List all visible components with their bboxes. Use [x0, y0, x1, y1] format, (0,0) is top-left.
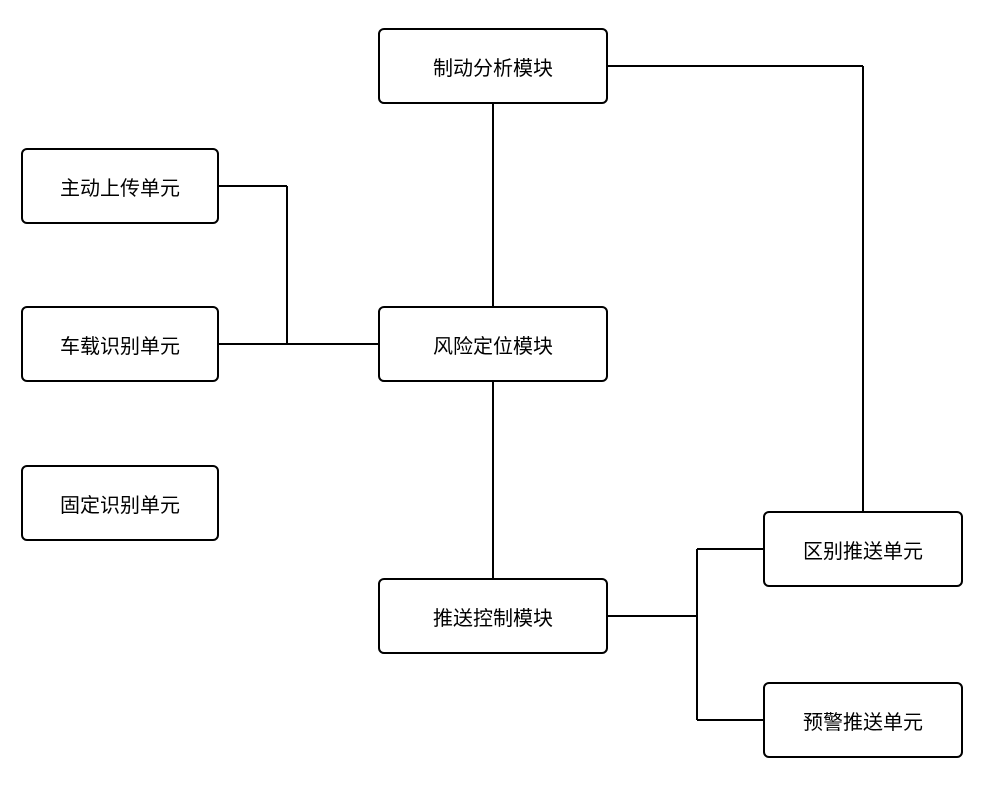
- node-label: 车载识别单元: [60, 330, 180, 359]
- node-label: 制动分析模块: [433, 52, 553, 81]
- node-braking-analysis: 制动分析模块: [378, 28, 608, 104]
- node-label: 固定识别单元: [60, 489, 180, 518]
- node-active-upload: 主动上传单元: [21, 148, 219, 224]
- node-risk-positioning: 风险定位模块: [378, 306, 608, 382]
- node-vehicle-recognition: 车载识别单元: [21, 306, 219, 382]
- edges-layer: [0, 0, 1000, 789]
- node-label: 推送控制模块: [433, 602, 553, 631]
- node-label: 预警推送单元: [803, 706, 923, 735]
- node-push-control: 推送控制模块: [378, 578, 608, 654]
- node-warning-push: 预警推送单元: [763, 682, 963, 758]
- node-differential-push: 区别推送单元: [763, 511, 963, 587]
- node-fixed-recognition: 固定识别单元: [21, 465, 219, 541]
- node-label: 区别推送单元: [803, 535, 923, 564]
- node-label: 主动上传单元: [60, 172, 180, 201]
- diagram-canvas: 制动分析模块 主动上传单元 车载识别单元 固定识别单元 风险定位模块 推送控制模…: [0, 0, 1000, 789]
- node-label: 风险定位模块: [433, 330, 553, 359]
